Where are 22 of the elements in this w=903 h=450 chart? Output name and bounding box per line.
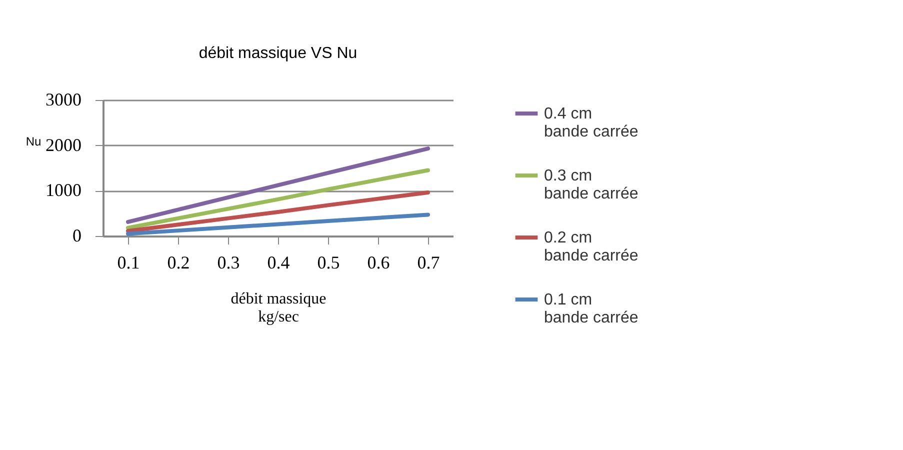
y-tick-label: 2000 (46, 134, 82, 155)
x-tick-label: 0.7 (417, 252, 440, 272)
y-tick-label: 0 (72, 226, 82, 246)
x-tick-label: 0.1 (117, 252, 140, 272)
line-series (126, 212, 430, 236)
x-tick-label: 0.5 (317, 252, 340, 272)
x-axis-title: débit massique kg/sec (230, 290, 326, 326)
legend-label: 0.1 cm bande carrée (544, 292, 638, 326)
x-tick-label: 0.2 (167, 252, 190, 272)
chart-title: débit massique VS Nu (198, 45, 358, 62)
legend-label: 0.2 cm bande carrée (544, 230, 638, 264)
x-tick-label: 0.6 (367, 252, 390, 272)
x-tick-label: 0.4 (267, 252, 290, 272)
x-tick-label: 0.3 (217, 252, 240, 272)
line-series (126, 190, 430, 234)
line-series (126, 146, 430, 224)
y-tick-label: 3000 (46, 90, 82, 110)
legend-label: 0.4 cm bande carrée (544, 106, 638, 140)
y-axis-title: Nu (26, 134, 42, 148)
y-tick-label: 1000 (46, 180, 82, 200)
legend-label: 0.3 cm bande carrée (544, 168, 638, 202)
line-series (126, 168, 430, 230)
